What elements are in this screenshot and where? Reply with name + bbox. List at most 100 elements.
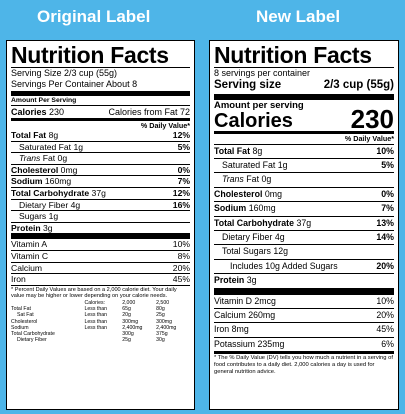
nutrient-amount: Fat 0g [42,153,68,164]
nutrient-name: Includes 10g Added Sugars [230,260,338,271]
label-title: Nutrition Facts [11,43,190,68]
table-row: Sat Fat Less than 20g 25g [11,312,190,318]
nutrient-name: Sodium [11,176,43,187]
table-cell: 2,400mg [156,324,177,331]
nutrient-daily-value: 14% [376,231,394,242]
original-nutrition-label: Nutrition Facts Serving Size 2/3 cup (55… [6,40,195,410]
vitamin-name: Vitamin C [11,250,49,261]
nutrient-amount: 1g [48,211,59,222]
serving-size-label: Serving size [214,78,282,91]
calories-label: Calories [11,107,47,117]
vitamin-row: Iron 8mg 45% [214,322,394,336]
new-nutrition-label: Nutrition Facts 8 servings per container… [209,40,399,410]
amount-per-serving: Amount per serving [214,99,304,111]
nutrient-name: Total Fat [11,130,47,140]
vitamin-daily-value: 8% [177,250,190,261]
nutrient-name: Saturated Fat [222,159,276,170]
nutrient-row: Saturated Fat 1g 5% [11,140,190,153]
table-cell: Less than [84,318,108,325]
table-row: Sodium Less than 2,400mg 2,400mg [11,325,190,331]
vitamin-daily-value: 45% [172,274,190,285]
nutrient-name: Total Sugars [222,246,271,257]
vitamin-name: Iron 8mg [214,324,249,335]
vitamin-row: Vitamin A 10% [11,239,190,250]
serving-size: Serving Size 2/3 cup (55g) [11,68,118,78]
vitamin-row: Potassium 235mg 6% [214,336,394,351]
nutrient-name: Total Carbohydrate [11,187,90,198]
nutrient-amount: 1g [277,159,288,170]
daily-value-header: % Daily Value* [11,118,190,130]
table-cell: Less than [84,324,108,331]
table-header-cell: Calories: [84,299,105,306]
nutrient-daily-value: 13% [376,217,394,228]
vitamin-name: Vitamin D 2mcg [214,295,276,306]
nutrient-row: Cholesterol 0mg 0% [11,163,190,176]
nutrient-row: Total Sugars 12g [214,244,394,258]
table-row: Cholesterol Less than 300mg 300mg [11,319,190,325]
vitamin-daily-value: 6% [381,338,394,349]
nutrient-name: Sugars [19,211,47,222]
nutrient-amount: 3g [43,222,53,233]
calories-row: Calories 230 Calories from Fat 72 [11,105,190,118]
nutrient-amount: 4g [274,231,285,242]
nutrient-daily-value: 7% [177,176,190,187]
table-cell: 300g [122,330,134,337]
new-label-heading: New Label [256,7,341,26]
footnote: * The % Daily Value (DV) tells you how m… [214,351,394,375]
nutrient-name: Sodium [214,203,247,214]
nutrient-row: Includes 10g Added Sugars 20% [214,258,394,273]
nutrient-name: Total Fat [214,145,250,156]
nutrient-amount: 3g [246,275,257,286]
table-cell: 300mg [122,318,139,325]
nutrient-name: Total Carbohydrate [214,217,294,228]
table-cell: 25g [156,312,165,319]
nutrient-daily-value: 12% [172,130,190,140]
nutrient-row: Trans Fat 0g [11,152,190,164]
table-header-row: Calories: 2,000 2,500 [11,300,190,306]
vitamin-name: Calcium [11,262,43,273]
nutrient-amount: 160mg [44,176,72,187]
nutrient-name: Dietary Fiber [222,231,273,242]
nutrient-row: Sugars 1g [11,210,190,222]
calories-row: Amount per serving Calories 230 [214,93,394,132]
table-cell: Less than [84,306,108,313]
nutrient-row: Sodium 160mg 7% [11,175,190,187]
vitamin-rows: Vitamin A 10% Vitamin C 8% Calcium 20% Iron 45% [11,233,190,284]
label-title: Nutrition Facts [214,42,372,68]
table-cell: Cholesterol [11,318,38,325]
table-cell: Total Carbohydrate [11,330,55,337]
vitamin-daily-value: 45% [376,324,394,335]
nutrient-amount: 0mg [60,164,78,175]
vitamin-row: Vitamin C 8% [11,249,190,262]
vitamin-name: Calcium 260mg [214,309,276,320]
nutrient-rows: Total Fat 8g 12% Saturated Fat 1g 5% Trans F… [11,130,190,233]
nutrient-row: Sodium 160mg 7% [214,201,394,215]
nutrient-amount: 1g [73,141,84,152]
table-header-cell: 2,500 [156,299,170,306]
serving-size-value: 2/3 cup (55g) [323,78,394,91]
nutrient-daily-value: 0% [177,164,190,175]
nutrient-name: Trans [19,153,41,164]
nutrient-daily-value: 5% [381,159,394,170]
nutrient-name: Protein [214,275,245,286]
vitamin-name: Vitamin A [11,239,48,250]
calories-label: Calories [214,109,293,132]
table-header-cell: 2,000 [122,299,136,306]
nutrient-row: Dietary Fiber 4g 14% [214,229,394,244]
nutrient-daily-value: 16% [172,199,190,210]
nutrient-row: Protein 3g [11,221,190,234]
amount-per-serving: Amount Per Serving [11,97,77,104]
nutrient-amount: 8g [252,145,263,156]
daily-values-table: Calories: 2,000 2,500 Total Fat Less than 65g… [11,300,190,343]
nutrient-row: Total Fat 8g 10% [214,143,394,158]
nutrient-name: Dietary Fiber [19,199,69,210]
table-cell: 300mg [156,318,172,325]
table-row: Dietary Fiber 25g 30g [11,337,190,343]
table-row: Total Fat Less than 65g 80g [11,306,190,312]
footnote: * Percent Daily Values are based on a 2,… [11,284,190,300]
vitamin-row: Calcium 260mg 20% [214,307,394,322]
nutrient-rows: Total Fat 8g 10% Saturated Fat 1g 5% Trans F… [214,143,394,288]
nutrient-daily-value: 12% [172,187,190,198]
table-cell: 20g [122,312,131,319]
servings-per-container: 8 servings per container [214,67,394,79]
